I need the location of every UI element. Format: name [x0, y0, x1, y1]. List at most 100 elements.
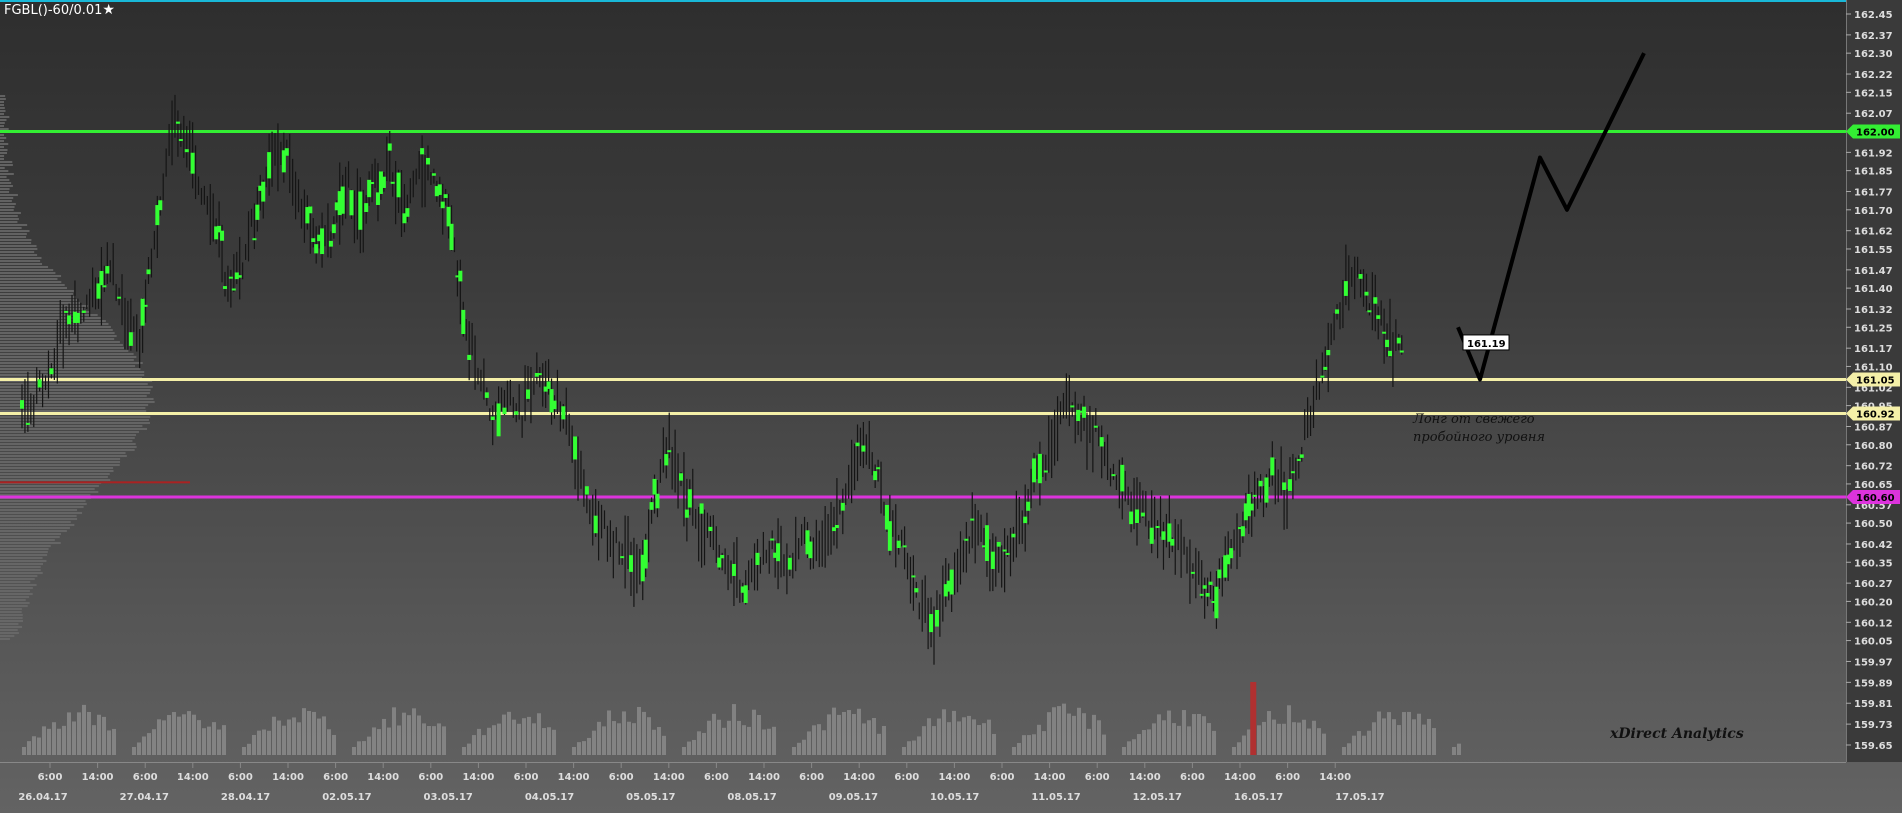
volume-profile-bar: [0, 260, 41, 262]
volume-bar: [292, 717, 296, 755]
volume-bar: [957, 721, 961, 755]
volume-bar: [167, 715, 171, 755]
volume-profile-bar: [0, 269, 54, 271]
volume-bar: [92, 725, 96, 755]
volume-bar: [187, 711, 191, 755]
volume-profile-bar: [0, 536, 60, 538]
volume-profile-bar: [0, 449, 135, 451]
candle-body: [255, 204, 260, 220]
candle-body: [175, 121, 180, 124]
candle-body: [1134, 509, 1139, 524]
date-axis-label: 28.04.17: [221, 792, 270, 803]
volume-bar: [312, 711, 316, 755]
volume-bar: [1412, 719, 1416, 755]
volume-bar: [532, 723, 536, 755]
instrument-title[interactable]: FGBL()-60/0.01★: [4, 2, 115, 18]
price-axis-label: 160.27: [1854, 579, 1893, 590]
volume-profile-bar: [0, 185, 13, 187]
volume-profile-bar: [0, 617, 23, 619]
favorite-star-icon[interactable]: ★: [102, 2, 115, 18]
volume-profile-bar: [0, 224, 28, 226]
candle-body: [840, 502, 845, 511]
volume-bar: [1342, 747, 1346, 755]
time-axis-label: 6:00: [323, 772, 348, 783]
candle-body: [334, 202, 339, 211]
candle-body: [834, 524, 839, 529]
candle-body: [1226, 554, 1231, 565]
candle-body: [1199, 593, 1204, 596]
price-axis-label: 162.37: [1854, 31, 1893, 42]
volume-bar: [357, 741, 361, 755]
volume-bar: [42, 726, 46, 755]
candle-body: [1011, 533, 1016, 538]
time-axis-label: 14:00: [843, 772, 875, 783]
volume-bar: [662, 735, 666, 755]
candle-body: [1326, 349, 1331, 356]
volume-profile-bar: [0, 146, 4, 148]
candle-body: [1385, 339, 1390, 348]
volume-profile-bar: [0, 551, 48, 553]
candle-body: [740, 586, 745, 593]
candle-body: [549, 389, 554, 413]
candle-body: [437, 184, 442, 195]
volume-bar: [827, 714, 831, 755]
volume-bar: [1122, 747, 1126, 755]
candle-body: [643, 539, 648, 569]
volume-profile-bar: [0, 470, 114, 472]
volume-profile-bar: [0, 125, 4, 127]
volume-bar: [152, 729, 156, 755]
volume-bar: [287, 719, 291, 755]
volume-bar: [1082, 713, 1086, 755]
volume-profile-bar: [0, 437, 135, 439]
candle-body: [561, 406, 566, 420]
volume-bar: [482, 735, 486, 755]
volume-profile-bar: [0, 392, 150, 394]
candle-body: [331, 224, 336, 234]
candle-body: [484, 392, 489, 398]
volume-bar: [1277, 723, 1281, 755]
candle-body: [349, 190, 354, 216]
volume-bar: [307, 710, 311, 755]
volume-profile-bar: [0, 515, 77, 517]
candle-body: [184, 149, 189, 153]
volume-bar: [1087, 728, 1091, 755]
candle-body: [1190, 571, 1195, 574]
time-axis-label: 14:00: [1034, 772, 1066, 783]
time-axis-label: 14:00: [1224, 772, 1256, 783]
volume-bar: [1197, 713, 1201, 755]
volume-profile-bar: [0, 158, 4, 160]
candle-body: [534, 372, 539, 377]
current-price-badge-label: 161.19: [1467, 339, 1506, 350]
candle-body: [896, 540, 901, 548]
volume-profile-bar: [0, 602, 30, 604]
volume-bar: [332, 734, 336, 755]
volume-profile-bar: [0, 368, 141, 370]
volume-profile-bar: [0, 473, 110, 475]
volume-profile-bar: [0, 191, 10, 193]
volume-bar: [522, 718, 526, 755]
time-axis-label: 6:00: [990, 772, 1015, 783]
volume-profile-bar: [0, 284, 65, 286]
volume-profile-bar: [0, 428, 148, 430]
candle-body: [861, 445, 866, 452]
volume-profile-bar: [0, 320, 106, 322]
volume-bar: [822, 730, 826, 755]
candle-body: [75, 312, 80, 323]
volume-bar: [1147, 729, 1151, 755]
volume-bar: [1142, 730, 1146, 755]
volume-profile-bar: [0, 494, 91, 496]
volume-bar: [1047, 712, 1051, 755]
volume-bar: [602, 726, 606, 755]
candle-body: [1258, 480, 1263, 487]
volume-profile-bar: [0, 608, 22, 610]
volume-bar: [1347, 743, 1351, 755]
candle-body: [731, 563, 736, 576]
volume-bar: [432, 726, 436, 755]
instrument-label: FGBL()-60/0.01: [4, 3, 103, 18]
volume-bar: [542, 728, 546, 755]
price-axis-label: 162.07: [1854, 109, 1893, 120]
volume-bar: [427, 725, 431, 755]
candle-body: [449, 223, 454, 251]
candle-body: [770, 538, 775, 541]
